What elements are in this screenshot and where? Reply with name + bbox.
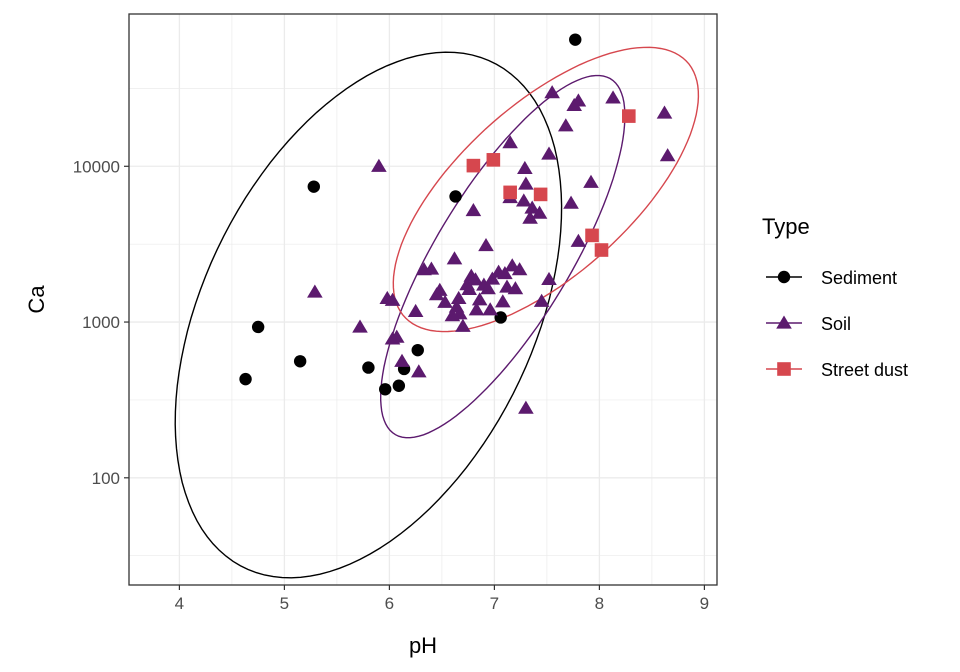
soil-point [497,265,513,280]
sediment-ellipse [174,51,563,579]
soil-point [371,158,387,172]
legend-key-street-dust [777,362,791,376]
x-tick-label: 4 [175,594,184,613]
soil-point [659,148,676,162]
x-tick-label: 7 [490,594,499,613]
sediment-point [411,343,424,357]
soil-point [478,238,494,252]
sediment-point [392,379,406,392]
panel-background [129,14,717,585]
soil-point [437,294,453,308]
legend-label-soil: Soil [821,314,851,334]
soil-point [352,319,368,333]
soil-point [450,290,467,304]
x-tick-label: 9 [700,594,709,613]
legend-title: Type [762,214,810,239]
soil-point [411,364,427,378]
sediment-point [379,383,392,396]
soil-point [544,85,560,99]
y-axis-title: Ca [24,285,49,314]
sediment-point [449,190,462,203]
legend-key-soil [776,315,792,329]
soil-point [384,292,401,306]
sediment-point [239,372,252,386]
soil-point [480,281,496,295]
soil-point [605,90,621,104]
soil-point [558,118,574,132]
soil-point [446,251,463,265]
soil-point [518,176,534,190]
soil-point [507,281,524,295]
data-points [239,33,676,414]
soil-point [407,303,424,318]
soil-point [451,306,468,320]
soil-point [465,203,482,217]
sediment-point [293,355,307,368]
soil-point [307,284,323,298]
soil-point [516,193,532,207]
soil-point [531,205,548,219]
soil-point [484,271,501,285]
soil-point [467,272,484,286]
street-dust-point [594,243,609,257]
soil-point [432,282,448,296]
panel-border [128,13,718,586]
sediment-point [251,320,265,334]
soil-point [517,160,533,174]
x-tick-label: 5 [280,594,289,613]
soil-point [461,281,477,296]
street-dust-point [585,228,599,243]
soil-point [482,302,498,316]
soil-point [570,233,587,247]
soil-point [518,400,534,414]
soil-point [570,93,587,107]
y-tick-label: 1000 [82,313,120,332]
soil-point [583,174,599,188]
soil-point [423,261,440,275]
soil-point [541,146,557,160]
soil-ellipse [380,74,626,439]
sediment-point [569,33,582,46]
legend: Type Sediment Soil Street dust [762,214,908,380]
sediment-point [362,361,375,374]
soil-point [468,302,485,316]
soil-point [533,293,550,307]
soil-point [388,329,405,343]
soil-point [541,271,557,285]
x-tick-label: 6 [385,594,394,613]
soil-point [656,105,673,119]
legend-key-sediment [777,270,791,284]
legend-label-street-dust: Street dust [821,360,908,380]
street-dust-point [622,109,636,123]
y-axis: 100 1000 10000 [73,157,129,488]
soil-point [471,292,488,306]
major-gridlines [129,14,717,585]
y-tick-label: 10000 [73,157,120,176]
soil-point [495,294,511,308]
soil-point [502,135,518,149]
y-tick-label: 100 [92,469,120,488]
soil-point [563,195,579,209]
x-axis: 4 5 6 7 8 9 [175,585,709,613]
sediment-point [307,180,320,193]
soil-point [455,318,471,332]
soil-point [394,353,410,367]
x-tick-label: 8 [595,594,604,613]
soil-point [522,210,538,224]
soil-point [511,262,528,276]
x-axis-title: pH [409,633,437,658]
soil-point [524,200,540,214]
street-dust-point [533,187,548,202]
plot-panel [128,13,718,586]
street-dust-point [503,185,517,200]
sediment-point [494,311,507,324]
street-dust-point [486,153,501,167]
street-dust-point [466,158,481,173]
legend-label-sediment: Sediment [821,268,897,288]
